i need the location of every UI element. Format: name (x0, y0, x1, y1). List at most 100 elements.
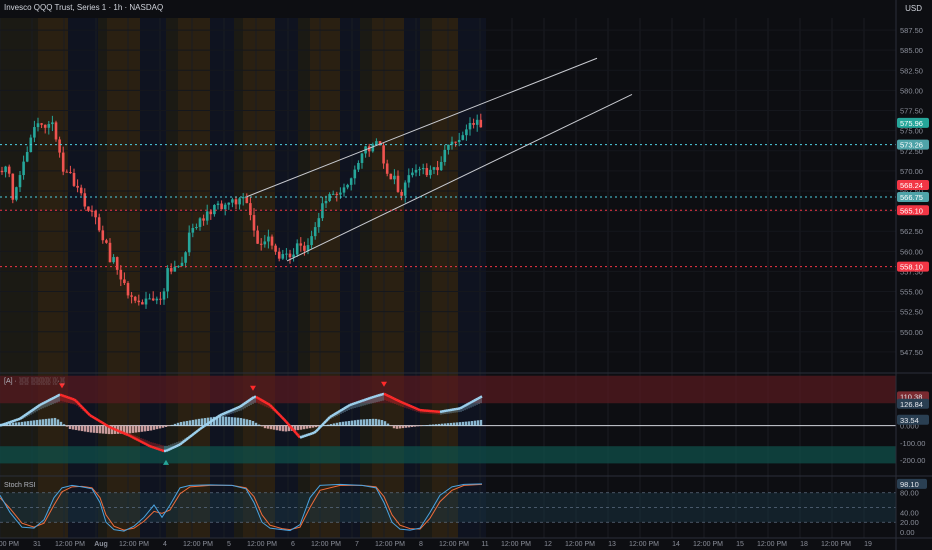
oscillator-segment (333, 412, 337, 416)
candle (231, 199, 234, 203)
oscillator-segment (371, 395, 375, 399)
candle (216, 203, 220, 206)
oscillator-segment (369, 396, 373, 400)
time-tick-label: 13 (608, 541, 616, 548)
oscillator-segment (291, 427, 295, 432)
candle (360, 153, 364, 163)
oscillator-segment (21, 414, 25, 419)
histogram-bar (371, 418, 375, 426)
histogram-bar (299, 425, 303, 430)
time-tick-label: 12:00 PM (119, 541, 149, 548)
histogram-bar (44, 418, 48, 426)
time-tick-label: 19 (864, 541, 872, 548)
oscillator-segment (337, 409, 341, 414)
histogram-bar (287, 425, 291, 432)
candle (234, 199, 238, 205)
histogram-bar (260, 425, 264, 427)
oscillator-segment (117, 429, 121, 433)
oscillator-segment (19, 416, 23, 420)
candle (11, 173, 15, 200)
histogram-bar (227, 416, 231, 426)
candle (101, 230, 105, 241)
candle (411, 172, 414, 176)
histogram-bar (197, 418, 201, 426)
oscillator-segment (373, 395, 377, 399)
candle (69, 172, 72, 174)
price-tag-label: 565.10 (900, 206, 923, 215)
oscillator-segment (365, 397, 369, 401)
oscillator-segment (345, 405, 349, 409)
candle (295, 243, 299, 255)
histogram-bar (215, 416, 219, 426)
candle (137, 300, 141, 303)
candle (227, 202, 231, 205)
oscillator-segment (465, 402, 469, 407)
histogram-bar (431, 424, 435, 426)
histogram-bar (323, 425, 327, 426)
histogram-bar (245, 419, 249, 426)
histogram-bar (248, 419, 252, 426)
candle (371, 144, 375, 152)
histogram-bar (50, 418, 54, 426)
histogram-bar (89, 425, 93, 433)
time-tick-label: 31 (33, 541, 41, 548)
candle (303, 245, 306, 251)
candle (267, 236, 270, 242)
histogram-bar (188, 420, 192, 426)
time-tick-label: Aug (94, 541, 108, 548)
candle (389, 173, 393, 180)
candle (79, 187, 83, 194)
candle (457, 139, 461, 143)
osc-tick-label: 0.000 (900, 422, 919, 431)
histogram-bar (263, 425, 267, 429)
histogram-bar (251, 421, 255, 426)
time-tick-label: 15 (736, 541, 744, 548)
candle (313, 227, 317, 237)
oscillator-segment (133, 436, 137, 441)
candle (40, 123, 43, 125)
oscillator-segment (227, 409, 231, 413)
candle (357, 162, 360, 170)
candle (187, 232, 191, 253)
oscillator-segment (471, 399, 475, 403)
candle (256, 230, 259, 244)
histogram-bar (440, 423, 444, 426)
histogram-bar (410, 425, 414, 428)
histogram-bar (152, 425, 156, 430)
histogram-bar (95, 425, 99, 434)
candle (105, 240, 108, 243)
histogram-bar (455, 422, 459, 426)
oscillator-segment (375, 394, 379, 398)
histogram-bar (158, 425, 162, 429)
oscillator-segment (31, 408, 35, 412)
histogram-bar (275, 425, 279, 431)
candle (119, 269, 123, 280)
oscillator-segment (143, 442, 147, 446)
oscillator-segment (287, 423, 291, 427)
candle (202, 218, 205, 221)
oscillator-segment (357, 400, 361, 404)
candle (43, 124, 47, 128)
oscillator-segment (295, 432, 299, 437)
candle (0, 170, 4, 173)
price-tick-label: 557.50 (900, 267, 923, 276)
price-tag-label: 558.10 (900, 263, 923, 272)
histogram-bar (422, 425, 426, 426)
candle (47, 124, 51, 128)
oscillator-segment (461, 405, 465, 409)
histogram-bar (476, 420, 480, 426)
candle (151, 298, 155, 301)
histogram-bar (155, 425, 159, 430)
histogram-bar (182, 421, 186, 426)
histogram-bar (140, 425, 144, 432)
oscillator-segment (1, 423, 5, 427)
currency-button[interactable]: USD (905, 4, 922, 13)
session-band (420, 18, 432, 538)
oscillator-segment (221, 412, 225, 416)
price-tick-label: 555.00 (900, 288, 923, 297)
oscillator-segment (473, 398, 477, 402)
oscillator-segment (339, 408, 343, 413)
oscillator-segment (159, 448, 163, 452)
histogram-bar (32, 420, 36, 426)
